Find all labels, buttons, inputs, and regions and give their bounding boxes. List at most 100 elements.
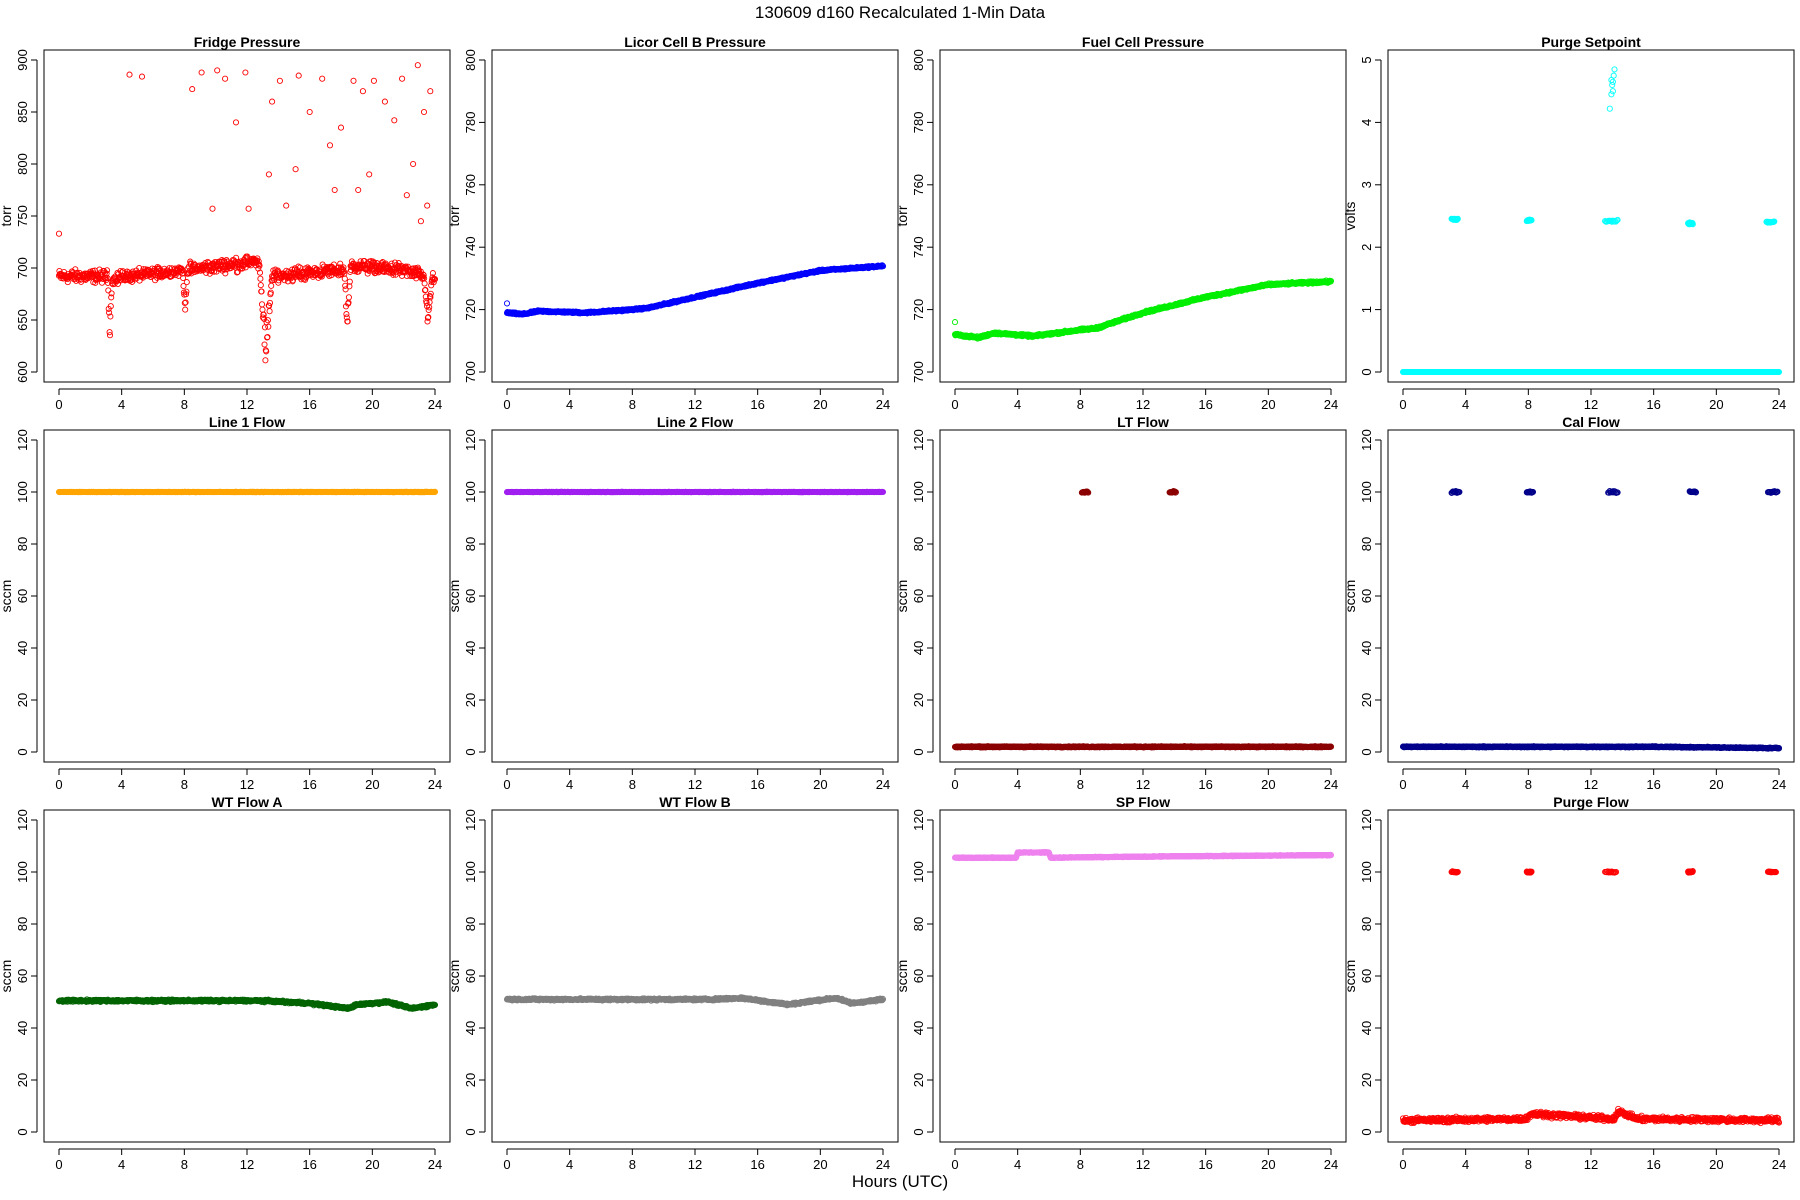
data-point xyxy=(344,318,351,325)
x-tick-label: 12 xyxy=(240,397,254,412)
x-tick-label: 24 xyxy=(1324,397,1338,412)
data-point xyxy=(256,262,263,269)
data-point xyxy=(106,332,114,339)
x-tick-label: 20 xyxy=(1709,397,1723,412)
data-point xyxy=(266,308,273,315)
x-tick-label: 20 xyxy=(365,777,379,792)
y-tick-label: 760 xyxy=(463,174,478,196)
x-tick-label: 0 xyxy=(951,397,958,412)
data-point xyxy=(429,270,436,277)
data-point xyxy=(283,202,290,209)
y-tick-label: 740 xyxy=(463,236,478,258)
data-point xyxy=(340,268,347,276)
plot-frame xyxy=(43,429,451,763)
data-point xyxy=(242,69,249,76)
x-tick-label: 8 xyxy=(629,397,636,412)
y-tick-label: 120 xyxy=(15,429,30,451)
y-tick-label: 3 xyxy=(1359,181,1374,188)
x-tick-label: 0 xyxy=(1399,397,1406,412)
data-point xyxy=(337,260,344,267)
x-tick-label: 0 xyxy=(55,397,62,412)
data-point xyxy=(136,264,143,272)
data-point xyxy=(257,275,264,282)
y-tick-label: 1 xyxy=(1359,306,1374,313)
plot-frame xyxy=(491,429,899,763)
data-point xyxy=(345,294,352,301)
x-tick-label: 20 xyxy=(813,397,827,412)
data-point xyxy=(210,268,218,275)
y-tick-label: 900 xyxy=(15,49,30,71)
y-tick-label: 780 xyxy=(911,112,926,134)
data-point xyxy=(268,282,275,289)
data-point xyxy=(182,299,189,306)
data-point xyxy=(1608,91,1615,98)
data-point xyxy=(424,202,431,209)
x-tick-label: 8 xyxy=(181,777,188,792)
data-point xyxy=(180,282,187,290)
y-tick-label: 80 xyxy=(463,537,478,551)
data-point xyxy=(346,278,353,285)
data-point xyxy=(214,67,221,74)
data-points xyxy=(503,262,887,318)
data-point xyxy=(209,205,216,212)
data-point xyxy=(370,77,377,84)
data-point xyxy=(182,306,189,313)
x-tick-label: 8 xyxy=(1525,397,1532,412)
data-point xyxy=(257,282,264,289)
data-point xyxy=(245,205,252,212)
data-point xyxy=(391,117,398,124)
x-tick-label: 16 xyxy=(302,397,316,412)
x-tick-label: 4 xyxy=(118,777,125,792)
data-point xyxy=(370,258,377,265)
x-tick-label: 24 xyxy=(428,397,442,412)
data-point xyxy=(399,75,406,82)
y-tick-label: 120 xyxy=(463,429,478,451)
data-point xyxy=(256,269,264,276)
data-point xyxy=(264,317,271,324)
data-point xyxy=(410,160,417,168)
panel-2: Licor Cell B Pressuretorr700720740760780… xyxy=(446,34,899,412)
x-tick-label: 8 xyxy=(181,397,188,412)
x-tick-label: 16 xyxy=(750,397,764,412)
data-point xyxy=(420,108,428,116)
y-tick-label: 720 xyxy=(463,299,478,321)
plot-frame xyxy=(43,49,451,383)
data-point xyxy=(182,291,190,298)
data-point xyxy=(183,288,190,295)
data-point xyxy=(319,75,326,82)
data-point xyxy=(431,276,439,283)
data-points xyxy=(55,62,439,364)
data-point xyxy=(421,280,428,287)
x-tick-label: 8 xyxy=(629,777,636,792)
data-point xyxy=(266,299,274,306)
data-point xyxy=(262,357,269,364)
panel-3: Fuel Cell Pressuretorr700720740760780800… xyxy=(894,34,1347,412)
data-point xyxy=(340,268,347,275)
data-point xyxy=(265,323,272,330)
data-point xyxy=(106,309,113,316)
x-tick-label: 12 xyxy=(688,397,702,412)
data-point xyxy=(99,275,106,282)
data-point xyxy=(55,230,63,237)
data-point xyxy=(326,142,334,149)
data-point xyxy=(430,279,437,286)
data-point xyxy=(276,77,283,84)
y-tick-label: 750 xyxy=(15,205,30,227)
y-axis-label: volts xyxy=(1342,202,1358,231)
data-point xyxy=(331,186,338,194)
x-tick-label: 16 xyxy=(750,777,764,792)
x-tick-label: 24 xyxy=(428,777,442,792)
data-point xyxy=(414,62,421,69)
data-point xyxy=(265,171,272,178)
data-point xyxy=(189,86,196,93)
data-point xyxy=(264,333,271,341)
y-tick-label: 850 xyxy=(15,101,30,123)
x-tick-label: 0 xyxy=(503,397,510,412)
data-point xyxy=(255,258,262,265)
data-point xyxy=(267,289,274,296)
x-tick-label: 16 xyxy=(1198,397,1212,412)
y-tick-label: 700 xyxy=(463,361,478,383)
data-point xyxy=(181,299,188,307)
